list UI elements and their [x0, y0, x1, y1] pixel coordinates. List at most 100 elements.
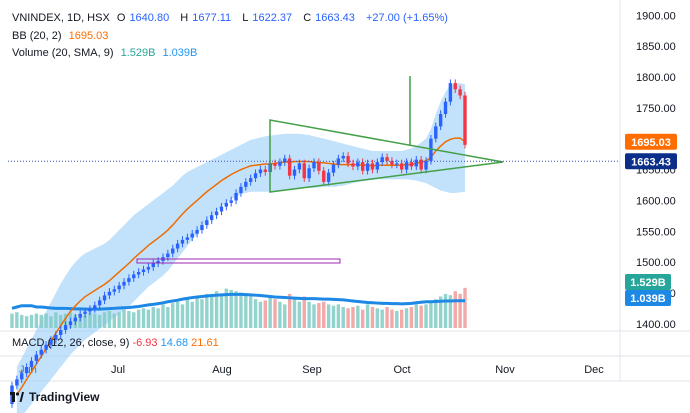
volume-bar [312, 304, 316, 328]
candle-body [248, 178, 253, 182]
volume-bar [278, 301, 282, 328]
candle [68, 317, 73, 329]
candle-body [34, 354, 39, 361]
candle-body [205, 220, 209, 226]
x-tick-label: Oct [393, 364, 410, 376]
volume-bar [248, 296, 253, 328]
volume-bar [424, 304, 428, 328]
candle-body [443, 101, 448, 114]
candle-body [175, 243, 180, 249]
candle-body [127, 278, 131, 282]
candle [312, 158, 316, 173]
candle [54, 331, 58, 344]
volume-bar [341, 307, 345, 328]
candle [229, 196, 233, 207]
volume-label: Volume (20, SMA, 9) [12, 47, 114, 59]
candle-body [297, 163, 302, 170]
candle-body [136, 271, 141, 275]
volume-bar [331, 305, 336, 328]
volume-bar [365, 304, 370, 328]
volume-bar [15, 312, 19, 328]
volume-bar [302, 296, 306, 328]
volume-bar [375, 308, 380, 328]
candle-body [395, 163, 399, 165]
candle [283, 154, 287, 166]
volume-bar [156, 308, 160, 328]
candle-body [224, 202, 229, 207]
candle [351, 159, 355, 171]
candle-body [253, 173, 258, 179]
volume-bar [132, 312, 136, 328]
candle [214, 207, 219, 219]
volume-bar [107, 310, 112, 328]
open-value: 1640.80 [129, 12, 170, 24]
candle [224, 199, 229, 211]
candle-body [239, 186, 243, 193]
candle-body [346, 155, 350, 164]
volume-bar [34, 313, 39, 328]
volume-bar [229, 289, 233, 328]
brand-label: TradingView [29, 390, 100, 404]
candle [365, 159, 370, 175]
candle [234, 189, 238, 205]
candle-body [49, 339, 53, 345]
volume-bar [224, 288, 229, 328]
low-value: 1622.37 [252, 12, 293, 24]
candle [326, 168, 331, 186]
candle [122, 278, 126, 290]
candle [59, 326, 63, 339]
candle [180, 236, 185, 248]
candle-body [453, 83, 457, 90]
candle-body [244, 181, 248, 187]
candle [107, 288, 112, 300]
candle [331, 160, 336, 177]
macd-value-3: 21.61 [191, 337, 219, 349]
volume-bar [88, 312, 92, 328]
volume-bar [283, 304, 287, 328]
candle [49, 336, 53, 349]
candle [132, 270, 136, 282]
candle [434, 122, 438, 143]
change-value: +27.00 (+1.65%) [365, 12, 448, 24]
candle-body [312, 162, 316, 169]
candle [93, 301, 97, 313]
candle [136, 268, 141, 279]
volume-value: 1.529B [120, 47, 156, 59]
price-tag-label: 1695.03 [631, 137, 671, 149]
candle-body [88, 309, 92, 312]
volume-bar [404, 308, 409, 328]
candle [438, 110, 443, 131]
volume-bar [102, 312, 107, 328]
candle-body [399, 163, 404, 170]
y-tick-label: 1800.00 [636, 72, 676, 84]
candle [34, 350, 39, 365]
candle [63, 321, 68, 334]
candle [219, 202, 224, 216]
volume-bar [44, 313, 48, 328]
tradingview-brand[interactable]: TradingView [10, 390, 99, 404]
symbol-legend: VNINDEX, 1D, HSX O 1640.80 H 1677.11 L 1622… [12, 12, 452, 24]
candle-body [390, 160, 394, 165]
x-tick-label: Aug [212, 364, 232, 376]
candle-body [234, 192, 238, 201]
candle-body [404, 162, 409, 170]
volume-bar [210, 296, 214, 328]
candle-body [68, 321, 73, 326]
volume-bar [414, 304, 418, 328]
candle-body [214, 211, 219, 216]
volume-bar [385, 307, 389, 328]
volume-bar [190, 301, 194, 328]
candle [112, 285, 116, 296]
candle-body [180, 239, 185, 244]
candle [429, 134, 433, 165]
volume-bar [127, 310, 131, 328]
volume-bar [141, 308, 146, 328]
volume-bar [93, 313, 97, 328]
candle-body [409, 162, 414, 167]
macd-value-1: -6.93 [132, 337, 158, 349]
volume-bar [146, 309, 151, 328]
candle-body [307, 168, 311, 179]
volume-sma-line [11, 292, 466, 311]
candle-body [434, 126, 438, 139]
